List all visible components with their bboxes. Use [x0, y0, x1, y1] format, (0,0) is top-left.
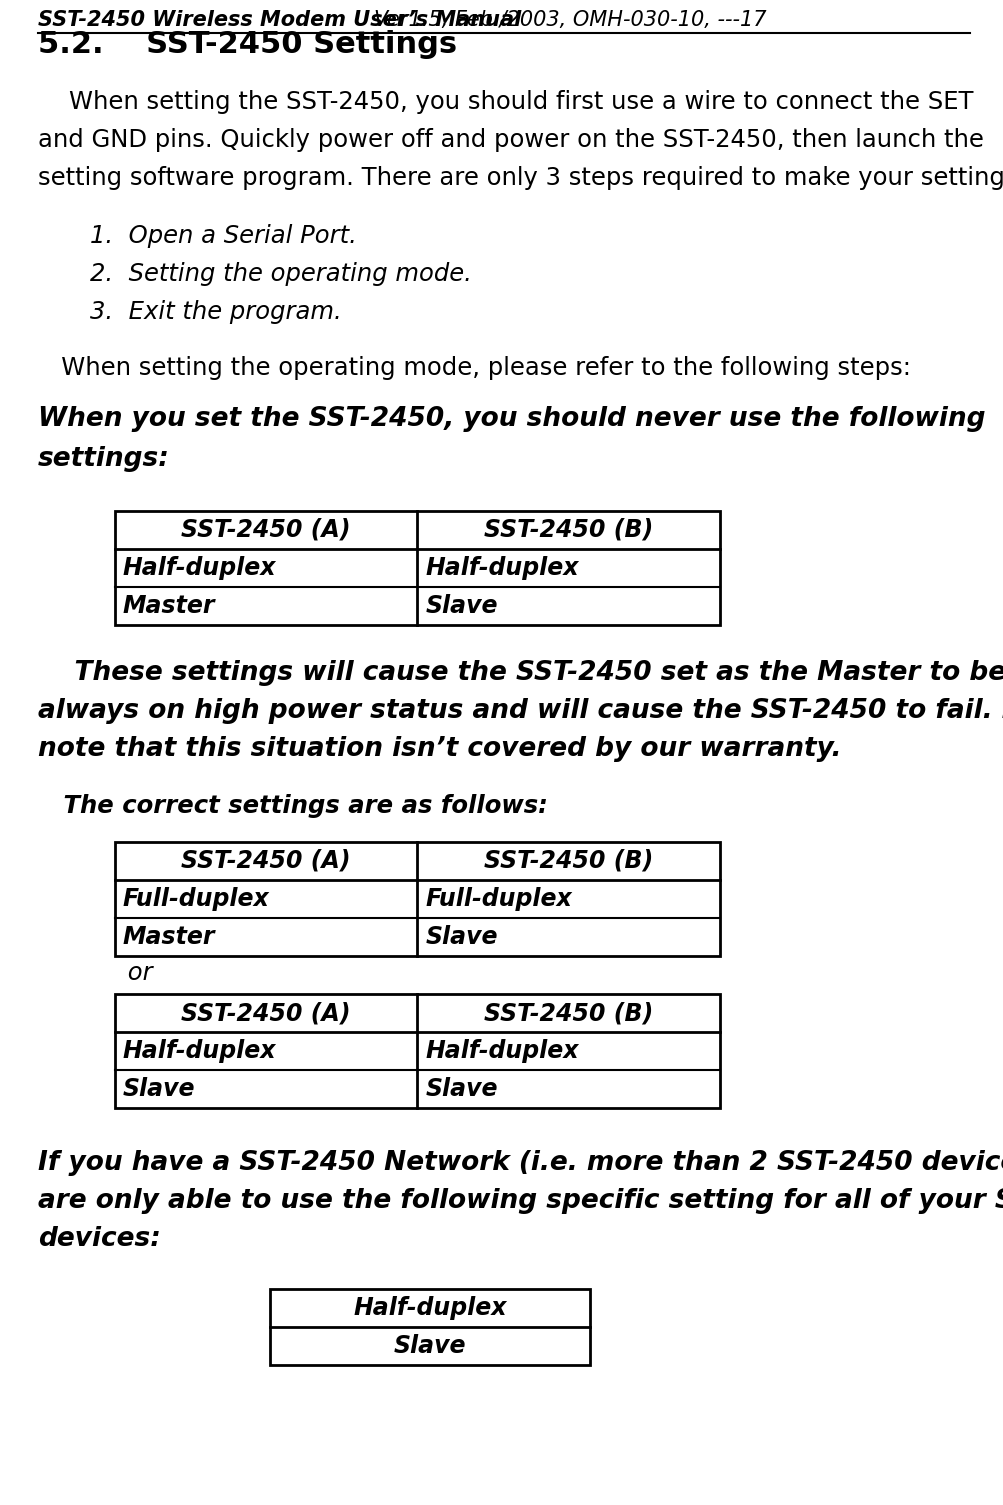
- Text: SST-2450 (B): SST-2450 (B): [483, 518, 653, 542]
- Text: note that this situation isn’t covered by our warranty.: note that this situation isn’t covered b…: [38, 736, 841, 762]
- Bar: [115, 993, 719, 1108]
- Text: devices:: devices:: [38, 1227, 160, 1252]
- Text: Slave: Slave: [393, 1333, 465, 1358]
- Text: Half-duplex: Half-duplex: [353, 1296, 507, 1320]
- Text: Slave: Slave: [425, 594, 497, 619]
- Text: If you have a SST-2450 Network (i.e. more than 2 SST-2450 devices), you: If you have a SST-2450 Network (i.e. mor…: [38, 1150, 1003, 1175]
- Text: SST-2450 (B): SST-2450 (B): [483, 1001, 653, 1025]
- Text: Half-duplex: Half-duplex: [123, 1038, 276, 1063]
- Text: These settings will cause the SST-2450 set as the Master to be: These settings will cause the SST-2450 s…: [38, 661, 1003, 686]
- Text: SST-2450 (A): SST-2450 (A): [182, 1001, 351, 1025]
- Text: Half-duplex: Half-duplex: [425, 1038, 579, 1063]
- Text: The correct settings are as follows:: The correct settings are as follows:: [38, 795, 548, 819]
- Text: SST-2450 (A): SST-2450 (A): [182, 849, 351, 873]
- Text: Half-duplex: Half-duplex: [425, 555, 579, 579]
- Text: Ver1.5, Feb /2003, OMH-030-10, ---17: Ver1.5, Feb /2003, OMH-030-10, ---17: [374, 11, 765, 30]
- Text: Slave: Slave: [425, 926, 497, 950]
- Text: Master: Master: [123, 594, 216, 619]
- Text: SST-2450 (B): SST-2450 (B): [483, 849, 653, 873]
- Bar: [270, 1288, 590, 1365]
- Bar: [115, 841, 719, 956]
- Bar: [115, 512, 719, 625]
- Text: SST-2450 (A): SST-2450 (A): [182, 518, 351, 542]
- Text: When setting the SST-2450, you should first use a wire to connect the SET: When setting the SST-2450, you should fi…: [38, 90, 973, 114]
- Text: 2.  Setting the operating mode.: 2. Setting the operating mode.: [90, 262, 471, 286]
- Text: settings:: settings:: [38, 445, 170, 473]
- Text: When setting the operating mode, please refer to the following steps:: When setting the operating mode, please …: [38, 357, 910, 379]
- Text: and GND pins. Quickly power off and power on the SST-2450, then launch the: and GND pins. Quickly power off and powe…: [38, 128, 983, 152]
- Text: Master: Master: [123, 926, 216, 950]
- Text: Slave: Slave: [123, 1078, 196, 1102]
- Text: Full-duplex: Full-duplex: [425, 886, 572, 911]
- Text: always on high power status and will cause the SST-2450 to fail. Please: always on high power status and will cau…: [38, 698, 1003, 724]
- Text: or: or: [120, 962, 152, 984]
- Text: 1.  Open a Serial Port.: 1. Open a Serial Port.: [90, 224, 356, 248]
- Text: Full-duplex: Full-duplex: [123, 886, 270, 911]
- Text: SST-2450 Wireless Modem User’s Manual: SST-2450 Wireless Modem User’s Manual: [38, 11, 528, 30]
- Text: Half-duplex: Half-duplex: [123, 555, 276, 579]
- Text: setting software program. There are only 3 steps required to make your settings.: setting software program. There are only…: [38, 166, 1003, 190]
- Text: 3.  Exit the program.: 3. Exit the program.: [90, 299, 341, 324]
- Text: are only able to use the following specific setting for all of your SST-2450: are only able to use the following speci…: [38, 1187, 1003, 1215]
- Text: 5.2.    SST-2450 Settings: 5.2. SST-2450 Settings: [38, 30, 456, 59]
- Text: When you set the SST-2450, you should never use the following: When you set the SST-2450, you should ne…: [38, 406, 985, 432]
- Text: Slave: Slave: [425, 1078, 497, 1102]
